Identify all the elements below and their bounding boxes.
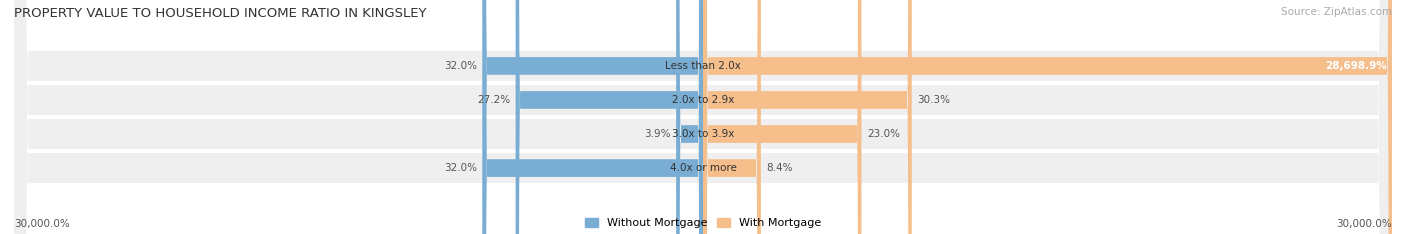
FancyBboxPatch shape <box>14 0 1392 234</box>
FancyBboxPatch shape <box>703 0 862 234</box>
Text: PROPERTY VALUE TO HOUSEHOLD INCOME RATIO IN KINGSLEY: PROPERTY VALUE TO HOUSEHOLD INCOME RATIO… <box>14 7 426 20</box>
Legend: Without Mortgage, With Mortgage: Without Mortgage, With Mortgage <box>585 218 821 228</box>
Text: 8.4%: 8.4% <box>766 163 793 173</box>
Text: 30,000.0%: 30,000.0% <box>14 219 70 229</box>
Text: 3.9%: 3.9% <box>644 129 671 139</box>
Text: 3.0x to 3.9x: 3.0x to 3.9x <box>672 129 734 139</box>
FancyBboxPatch shape <box>676 0 703 234</box>
FancyBboxPatch shape <box>482 0 703 234</box>
FancyBboxPatch shape <box>703 0 761 234</box>
Text: 30,000.0%: 30,000.0% <box>1336 219 1392 229</box>
Text: 23.0%: 23.0% <box>868 129 900 139</box>
Text: 32.0%: 32.0% <box>444 61 477 71</box>
FancyBboxPatch shape <box>14 0 1392 234</box>
Text: Less than 2.0x: Less than 2.0x <box>665 61 741 71</box>
FancyBboxPatch shape <box>516 0 703 234</box>
Text: 27.2%: 27.2% <box>477 95 510 105</box>
FancyBboxPatch shape <box>14 0 1392 234</box>
FancyBboxPatch shape <box>14 0 1392 234</box>
Text: 28,698.9%: 28,698.9% <box>1324 61 1386 71</box>
Text: 2.0x to 2.9x: 2.0x to 2.9x <box>672 95 734 105</box>
FancyBboxPatch shape <box>703 0 911 234</box>
Text: 4.0x or more: 4.0x or more <box>669 163 737 173</box>
FancyBboxPatch shape <box>703 0 1392 234</box>
Text: 30.3%: 30.3% <box>917 95 950 105</box>
Text: Source: ZipAtlas.com: Source: ZipAtlas.com <box>1281 7 1392 17</box>
FancyBboxPatch shape <box>482 0 703 234</box>
Text: 32.0%: 32.0% <box>444 163 477 173</box>
